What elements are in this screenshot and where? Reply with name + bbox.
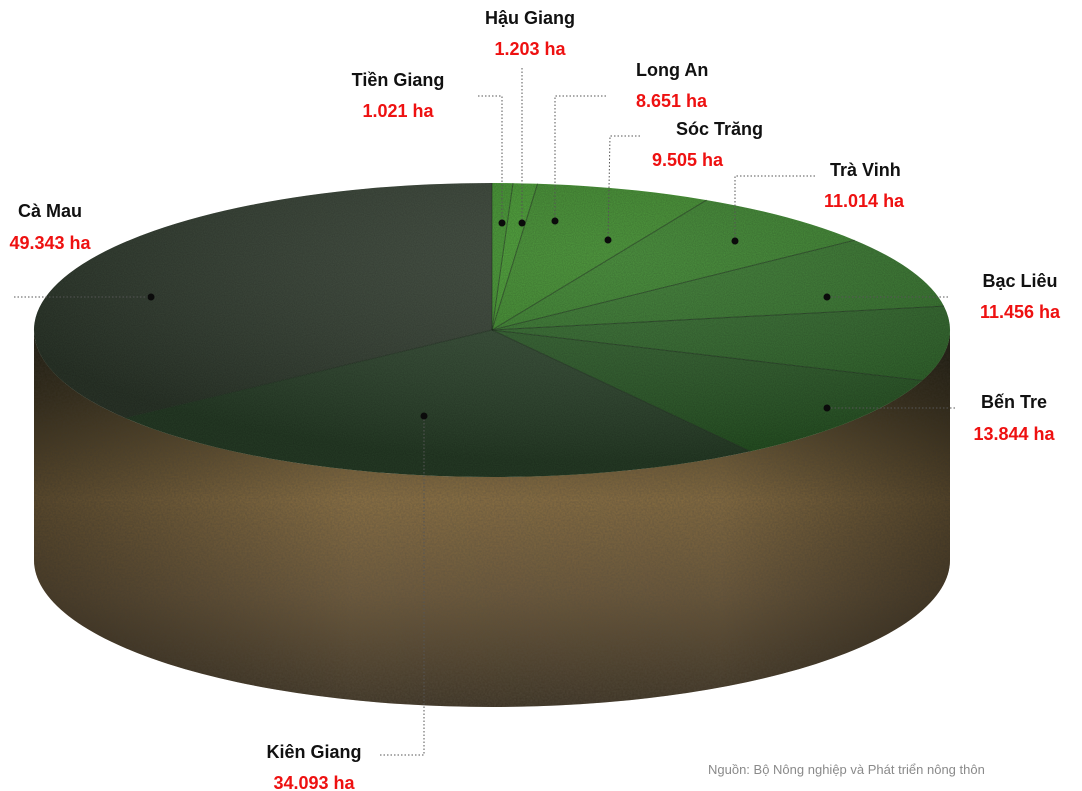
label-tra-vinh: Trà Vinh 11.014 ha xyxy=(824,160,905,211)
label-kien-giang: Kiên Giang 34.093 ha xyxy=(266,742,361,791)
label-value: 13.844 ha xyxy=(973,424,1055,444)
label-soc-trang: Sóc Trăng 9.505 ha xyxy=(652,119,763,170)
leader-lines xyxy=(14,68,955,756)
label-value: 1.203 ha xyxy=(494,39,566,59)
label-value: 8.651 ha xyxy=(636,91,708,111)
label-bac-lieu: Bạc Liêu 11.456 ha xyxy=(980,271,1061,322)
slice-divider xyxy=(124,329,493,419)
label-name: Bạc Liêu xyxy=(982,271,1057,291)
anchor-dot xyxy=(420,412,428,420)
slice-divider xyxy=(491,329,923,381)
label-long-an: Long An 8.651 ha xyxy=(636,60,708,111)
label-name: Cà Mau xyxy=(18,201,82,221)
label-name: Sóc Trăng xyxy=(676,119,763,139)
leader-line xyxy=(554,95,606,221)
label-value: 49.343 ha xyxy=(9,233,91,253)
anchor-dot xyxy=(551,217,559,225)
leader-line xyxy=(380,416,425,756)
label-value: 11.456 ha xyxy=(980,302,1061,322)
slice-divider xyxy=(491,239,855,331)
source-note: Nguồn: Bộ Nông nghiệp và Phát triển nông… xyxy=(708,762,985,777)
label-ben-tre: Bến Tre 13.844 ha xyxy=(973,392,1055,444)
label-name: Trà Vinh xyxy=(830,160,901,180)
anchor-dot xyxy=(518,219,526,227)
label-name: Kiên Giang xyxy=(266,742,361,762)
label-name: Long An xyxy=(636,60,708,80)
anchor-dot xyxy=(604,236,612,244)
label-name: Hậu Giang xyxy=(485,8,575,28)
pie-side-soil xyxy=(34,330,950,707)
label-value: 34.093 ha xyxy=(273,773,355,791)
anchor-dot xyxy=(823,404,831,412)
anchor-dot xyxy=(823,293,831,301)
slice-divider xyxy=(491,199,707,331)
leader-line xyxy=(734,175,815,241)
slice-divider xyxy=(491,305,944,331)
slice-divider xyxy=(491,183,539,331)
leader-line xyxy=(478,95,503,223)
label-value: 11.014 ha xyxy=(824,191,905,211)
label-value: 1.021 ha xyxy=(362,101,434,121)
slice-divider xyxy=(491,183,514,331)
label-name: Bến Tre xyxy=(981,392,1047,412)
slice-divider xyxy=(491,329,751,452)
label-ca-mau: Cà Mau 49.343 ha xyxy=(9,201,91,253)
anchor-dot xyxy=(498,219,506,227)
leader-line xyxy=(607,135,640,241)
anchor-dot xyxy=(147,293,155,301)
label-value: 9.505 ha xyxy=(652,150,724,170)
label-tien-giang: Tiền Giang 1.021 ha xyxy=(352,70,445,121)
anchor-dot xyxy=(731,237,739,245)
label-name: Tiền Giang xyxy=(352,70,445,90)
label-hau-giang: Hậu Giang 1.203 ha xyxy=(485,8,575,59)
slice-dividers xyxy=(124,183,944,452)
